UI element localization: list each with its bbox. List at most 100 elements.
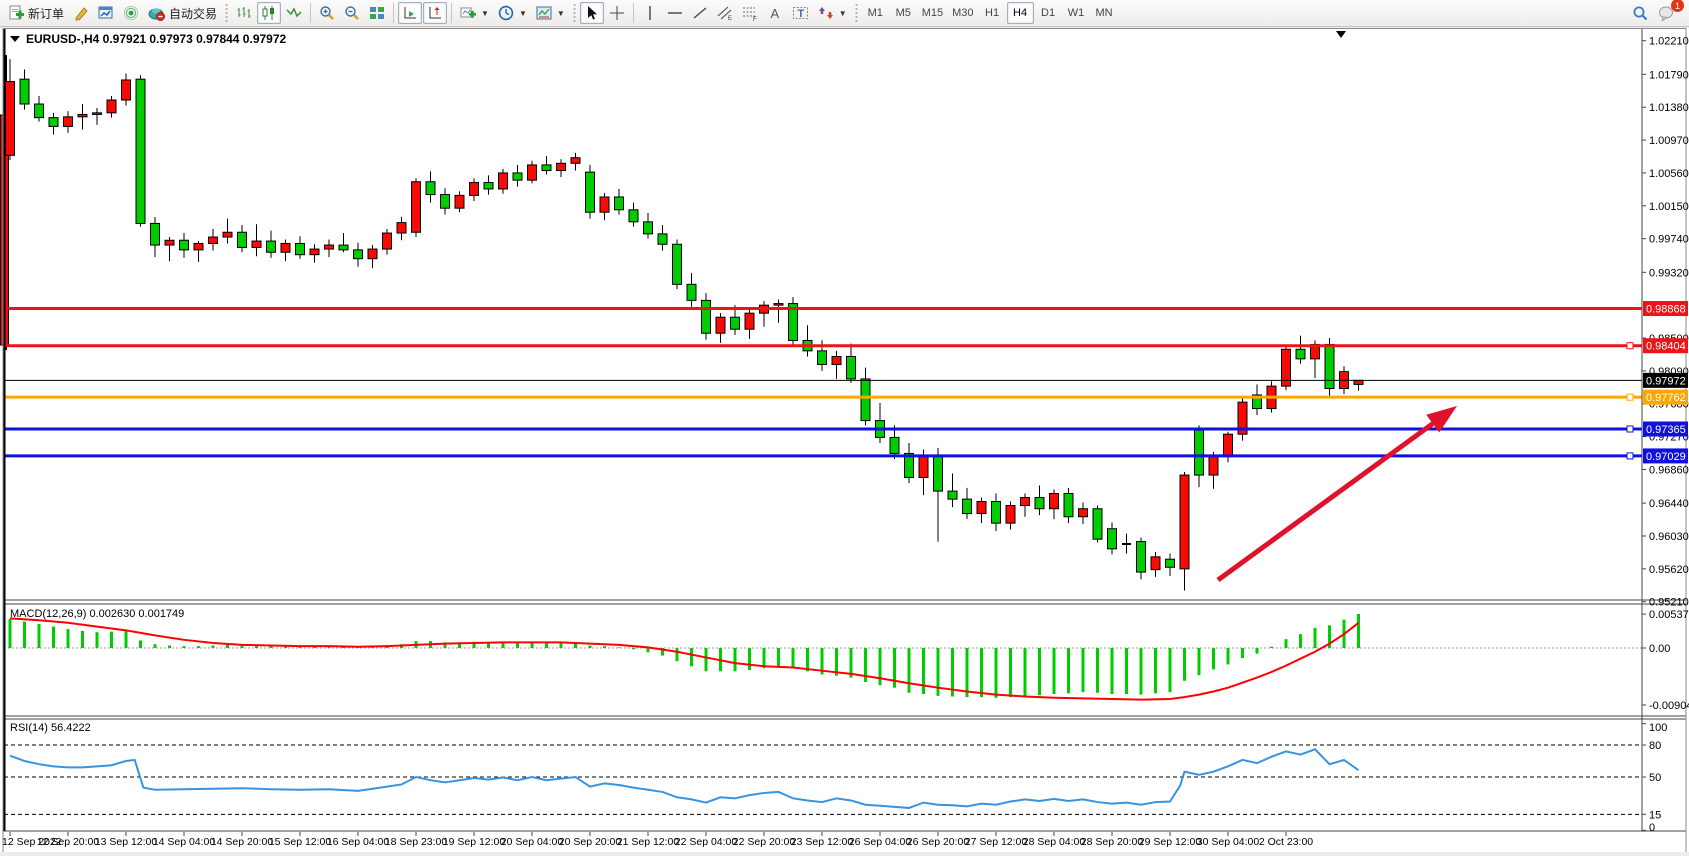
- timeframe-button-MN[interactable]: MN: [1095, 7, 1113, 19]
- candle-body: [193, 242, 204, 251]
- cursor-icon: [587, 6, 597, 20]
- indicators-icon: [460, 7, 477, 18]
- chart-shift-button[interactable]: [423, 2, 448, 24]
- bar-chart-button[interactable]: [232, 2, 256, 24]
- candle-body: [1092, 508, 1103, 540]
- auto-scroll-button[interactable]: [398, 2, 423, 24]
- candle-body: [425, 181, 436, 196]
- candle-body: [396, 222, 407, 234]
- timeframe-button-H4[interactable]: H4: [1006, 2, 1034, 24]
- crosshair-button[interactable]: [605, 2, 629, 24]
- timeframe-bar: M1 M5 M15 M30 H1 H4 D1 W1 MN: [862, 2, 1118, 24]
- candle-body: [788, 303, 798, 341]
- templates-icon: [536, 6, 552, 20]
- candle-body: [48, 117, 59, 127]
- timeframe-button-D1[interactable]: D1: [1041, 7, 1056, 19]
- timeframe-button-M1[interactable]: M1: [867, 7, 883, 19]
- templates-button[interactable]: ▼: [532, 2, 569, 24]
- toolbar-group-handle[interactable]: [225, 3, 229, 23]
- cursor-button[interactable]: [579, 2, 604, 24]
- level-line-handle[interactable]: [1626, 452, 1634, 460]
- candle-body: [1324, 343, 1335, 390]
- sound-button[interactable]: [119, 2, 143, 24]
- chart-window-button[interactable]: [94, 2, 118, 24]
- candle-body: [715, 316, 726, 334]
- timeframe-button-W1[interactable]: W1: [1067, 7, 1085, 19]
- time-axis-label: 29 Sep 12:00: [1139, 836, 1202, 848]
- text-tool-button[interactable]: A: [763, 2, 787, 24]
- line-chart-button[interactable]: [282, 2, 306, 24]
- candle-body: [92, 112, 102, 115]
- toolbar-separator: [310, 3, 312, 23]
- candle-body: [1252, 394, 1262, 410]
- new-order-button[interactable]: 新订单: [4, 2, 68, 24]
- candle-body: [846, 355, 856, 380]
- zoom-in-button[interactable]: [315, 2, 339, 24]
- candle-body: [889, 436, 900, 454]
- search-button[interactable]: [1628, 2, 1653, 24]
- price-badge-label: 0.98868: [1646, 304, 1686, 316]
- periods-button[interactable]: ▼: [494, 2, 531, 24]
- dropdown-arrow-icon: ▼: [518, 8, 527, 18]
- level-line-handle[interactable]: [1626, 425, 1634, 433]
- eurusd-h4-chart[interactable]: EURUSD-,H4 0.97921 0.97973 0.97844 0.979…: [0, 28, 1689, 856]
- time-axis-label: 19 Sep 12:00: [443, 836, 506, 848]
- tile-windows-icon: [370, 7, 385, 19]
- symbol-menu-icon[interactable]: [10, 36, 20, 42]
- window-bottom-strip: [0, 852, 1689, 856]
- trendline-button[interactable]: [688, 2, 712, 24]
- time-axis-label: 16 Sep 04:00: [327, 836, 390, 848]
- candle-body: [527, 164, 537, 181]
- tile-windows-button[interactable]: [365, 2, 389, 24]
- toolbar-group-handle[interactable]: [572, 3, 576, 23]
- timeframe-button-H1[interactable]: H1: [985, 7, 1000, 19]
- chart-shift-marker-icon[interactable]: [1336, 31, 1346, 38]
- horizontal-line-button[interactable]: [663, 2, 687, 24]
- candlestick-chart-button[interactable]: [257, 2, 282, 24]
- timeframe-button-M30[interactable]: M30: [952, 7, 974, 19]
- candle-body: [266, 240, 276, 253]
- line-chart-icon: [286, 7, 302, 18]
- new-order-label: 新订单: [28, 6, 65, 21]
- indicators-button[interactable]: ▼: [456, 2, 493, 24]
- candle-body: [643, 221, 653, 235]
- zoom-out-icon: [345, 6, 359, 20]
- auto-trading-icon: [148, 8, 166, 21]
- text-label-button[interactable]: T: [788, 2, 813, 24]
- equidistant-channel-button[interactable]: E: [713, 2, 737, 24]
- candle-body: [730, 316, 740, 330]
- level-line-handle[interactable]: [1626, 342, 1634, 350]
- candle-body: [1034, 497, 1045, 510]
- fibonacci-button[interactable]: F: [738, 2, 762, 24]
- auto-trading-button[interactable]: 自动交易: [144, 2, 221, 24]
- arrows-tool-button[interactable]: ▼: [814, 2, 851, 24]
- toolbar-group-handle[interactable]: [854, 3, 858, 23]
- notifications-button[interactable]: 1: [1654, 0, 1684, 24]
- candle-body: [454, 194, 465, 209]
- candle-body: [556, 162, 566, 172]
- main-toolbar: 新订单 自动交易: [0, 0, 1689, 27]
- price-tick-label: 1.00560: [1649, 168, 1689, 180]
- candle-body: [237, 231, 247, 248]
- arrows-tool-icon: [818, 7, 833, 19]
- price-badge-label: 0.97365: [1646, 424, 1686, 436]
- trend-arrow-annotation[interactable]: [1216, 406, 1457, 583]
- candle-body: [1150, 556, 1161, 571]
- candle-body: [672, 243, 682, 285]
- timeframe-button-M15[interactable]: M15: [921, 7, 944, 19]
- candle-body: [657, 233, 668, 245]
- sound-icon: [123, 5, 139, 21]
- zoom-out-button[interactable]: [340, 2, 364, 24]
- time-axis-label: 28 Sep 04:00: [1023, 836, 1086, 848]
- horizontal-line-icon: [667, 12, 682, 14]
- timeframe-button-M5[interactable]: M5: [895, 7, 911, 19]
- price-badge-0.97762: [1643, 389, 1688, 405]
- crayon-button[interactable]: [69, 2, 93, 24]
- price-tick-label: 0.95210: [1649, 597, 1689, 609]
- dropdown-arrow-icon: ▼: [838, 8, 847, 18]
- price-tick-label: 0.95620: [1649, 564, 1689, 576]
- price-axis[interactable]: 1.02210 1.01790 1.01380 1.00970 1.00560 1.001…: [1642, 36, 1689, 834]
- level-line-handle[interactable]: [1626, 393, 1634, 401]
- vertical-line-button[interactable]: [638, 2, 662, 24]
